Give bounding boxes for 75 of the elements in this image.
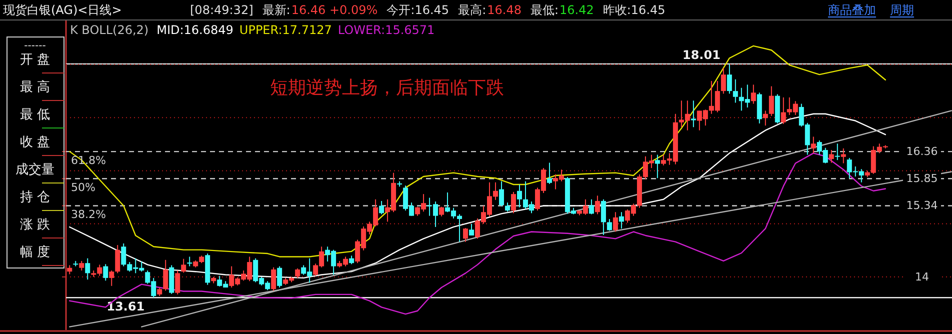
text: LOWER:15.6571 bbox=[338, 23, 435, 37]
candlestick bbox=[181, 258, 186, 274]
candlestick bbox=[750, 84, 756, 104]
candlestick bbox=[439, 206, 444, 217]
text: 16.42 bbox=[560, 3, 594, 17]
text: 幅 度 bbox=[20, 244, 50, 260]
text: [08:49:32] bbox=[190, 3, 254, 17]
candlestick bbox=[499, 180, 504, 207]
text: 持 仓 bbox=[20, 190, 50, 205]
candlestick bbox=[720, 68, 726, 94]
ref-line-label: 18.01 bbox=[682, 48, 720, 62]
text: 最低: bbox=[530, 3, 559, 17]
candlestick bbox=[103, 264, 108, 282]
ref-line-label: 13.61 bbox=[106, 300, 145, 314]
candlestick bbox=[271, 266, 276, 292]
candlestick bbox=[379, 200, 384, 215]
y-tick-label: 16.36 bbox=[906, 145, 938, 158]
text: 16.48 bbox=[487, 3, 522, 17]
text: 16.46 +0.09% bbox=[291, 3, 378, 17]
candlestick bbox=[85, 258, 90, 280]
y-tick-label: 15.85 bbox=[906, 172, 938, 186]
candlestick bbox=[175, 270, 180, 295]
y-tick-label: 15.34 bbox=[906, 199, 938, 212]
candlestick bbox=[600, 198, 606, 236]
candlestick bbox=[115, 244, 120, 274]
text: 今开:16.45 bbox=[386, 3, 450, 17]
text: 周期 bbox=[890, 3, 914, 17]
candlestick bbox=[726, 63, 732, 94]
candlestick bbox=[79, 260, 84, 272]
candlestick bbox=[690, 100, 696, 128]
candlestick bbox=[505, 202, 510, 212]
annotation: 38.2% bbox=[71, 208, 106, 222]
candlestick bbox=[732, 78, 738, 104]
candlestick bbox=[187, 256, 192, 267]
candlestick bbox=[834, 143, 840, 161]
candlestick bbox=[463, 228, 468, 242]
legend-title: K BOLL(26,2) bbox=[70, 23, 149, 37]
candlestick bbox=[163, 259, 168, 292]
candlestick bbox=[618, 212, 624, 230]
candlestick bbox=[840, 148, 846, 164]
candlestick bbox=[546, 162, 552, 184]
candlestick bbox=[295, 268, 300, 278]
text: 开 盘 bbox=[20, 52, 50, 68]
candlestick bbox=[612, 212, 618, 232]
candlestick bbox=[654, 154, 660, 179]
text: 涨 跌 bbox=[20, 218, 50, 232]
candlestick bbox=[594, 195, 600, 215]
text: 最新: bbox=[262, 3, 290, 17]
annotation: 短期逆势上扬，后期面临下跌 bbox=[270, 78, 504, 98]
text: 昨收:16.45 bbox=[602, 3, 666, 17]
candlestick bbox=[762, 110, 768, 126]
y-tick-label: 14 bbox=[915, 270, 929, 284]
candlestick bbox=[277, 266, 282, 288]
candlestick bbox=[606, 218, 612, 232]
text: 成交量 bbox=[16, 162, 54, 178]
candlestick bbox=[810, 136, 816, 154]
candlestick bbox=[109, 270, 114, 286]
text: 最高: bbox=[458, 3, 486, 17]
text: MID:16.6849 bbox=[156, 23, 234, 37]
chart-title: 现货白银(AG)<日线> bbox=[3, 3, 122, 17]
text: 收 盘 bbox=[20, 135, 50, 150]
text: UPPER:17.7127 bbox=[239, 23, 332, 37]
candlestick bbox=[67, 264, 72, 275]
candlestick bbox=[517, 184, 522, 208]
candlestick bbox=[469, 223, 474, 236]
candlestick bbox=[768, 86, 774, 116]
text: ------ bbox=[24, 40, 46, 52]
candlestick bbox=[828, 149, 834, 164]
text: 最 高 bbox=[20, 79, 50, 95]
text: 最 低 bbox=[20, 108, 50, 122]
text: 商品叠加 bbox=[828, 3, 876, 17]
candlestick bbox=[780, 96, 786, 124]
candlestick bbox=[511, 191, 516, 214]
annotation: 50% bbox=[71, 181, 96, 194]
candlestick bbox=[588, 198, 594, 215]
